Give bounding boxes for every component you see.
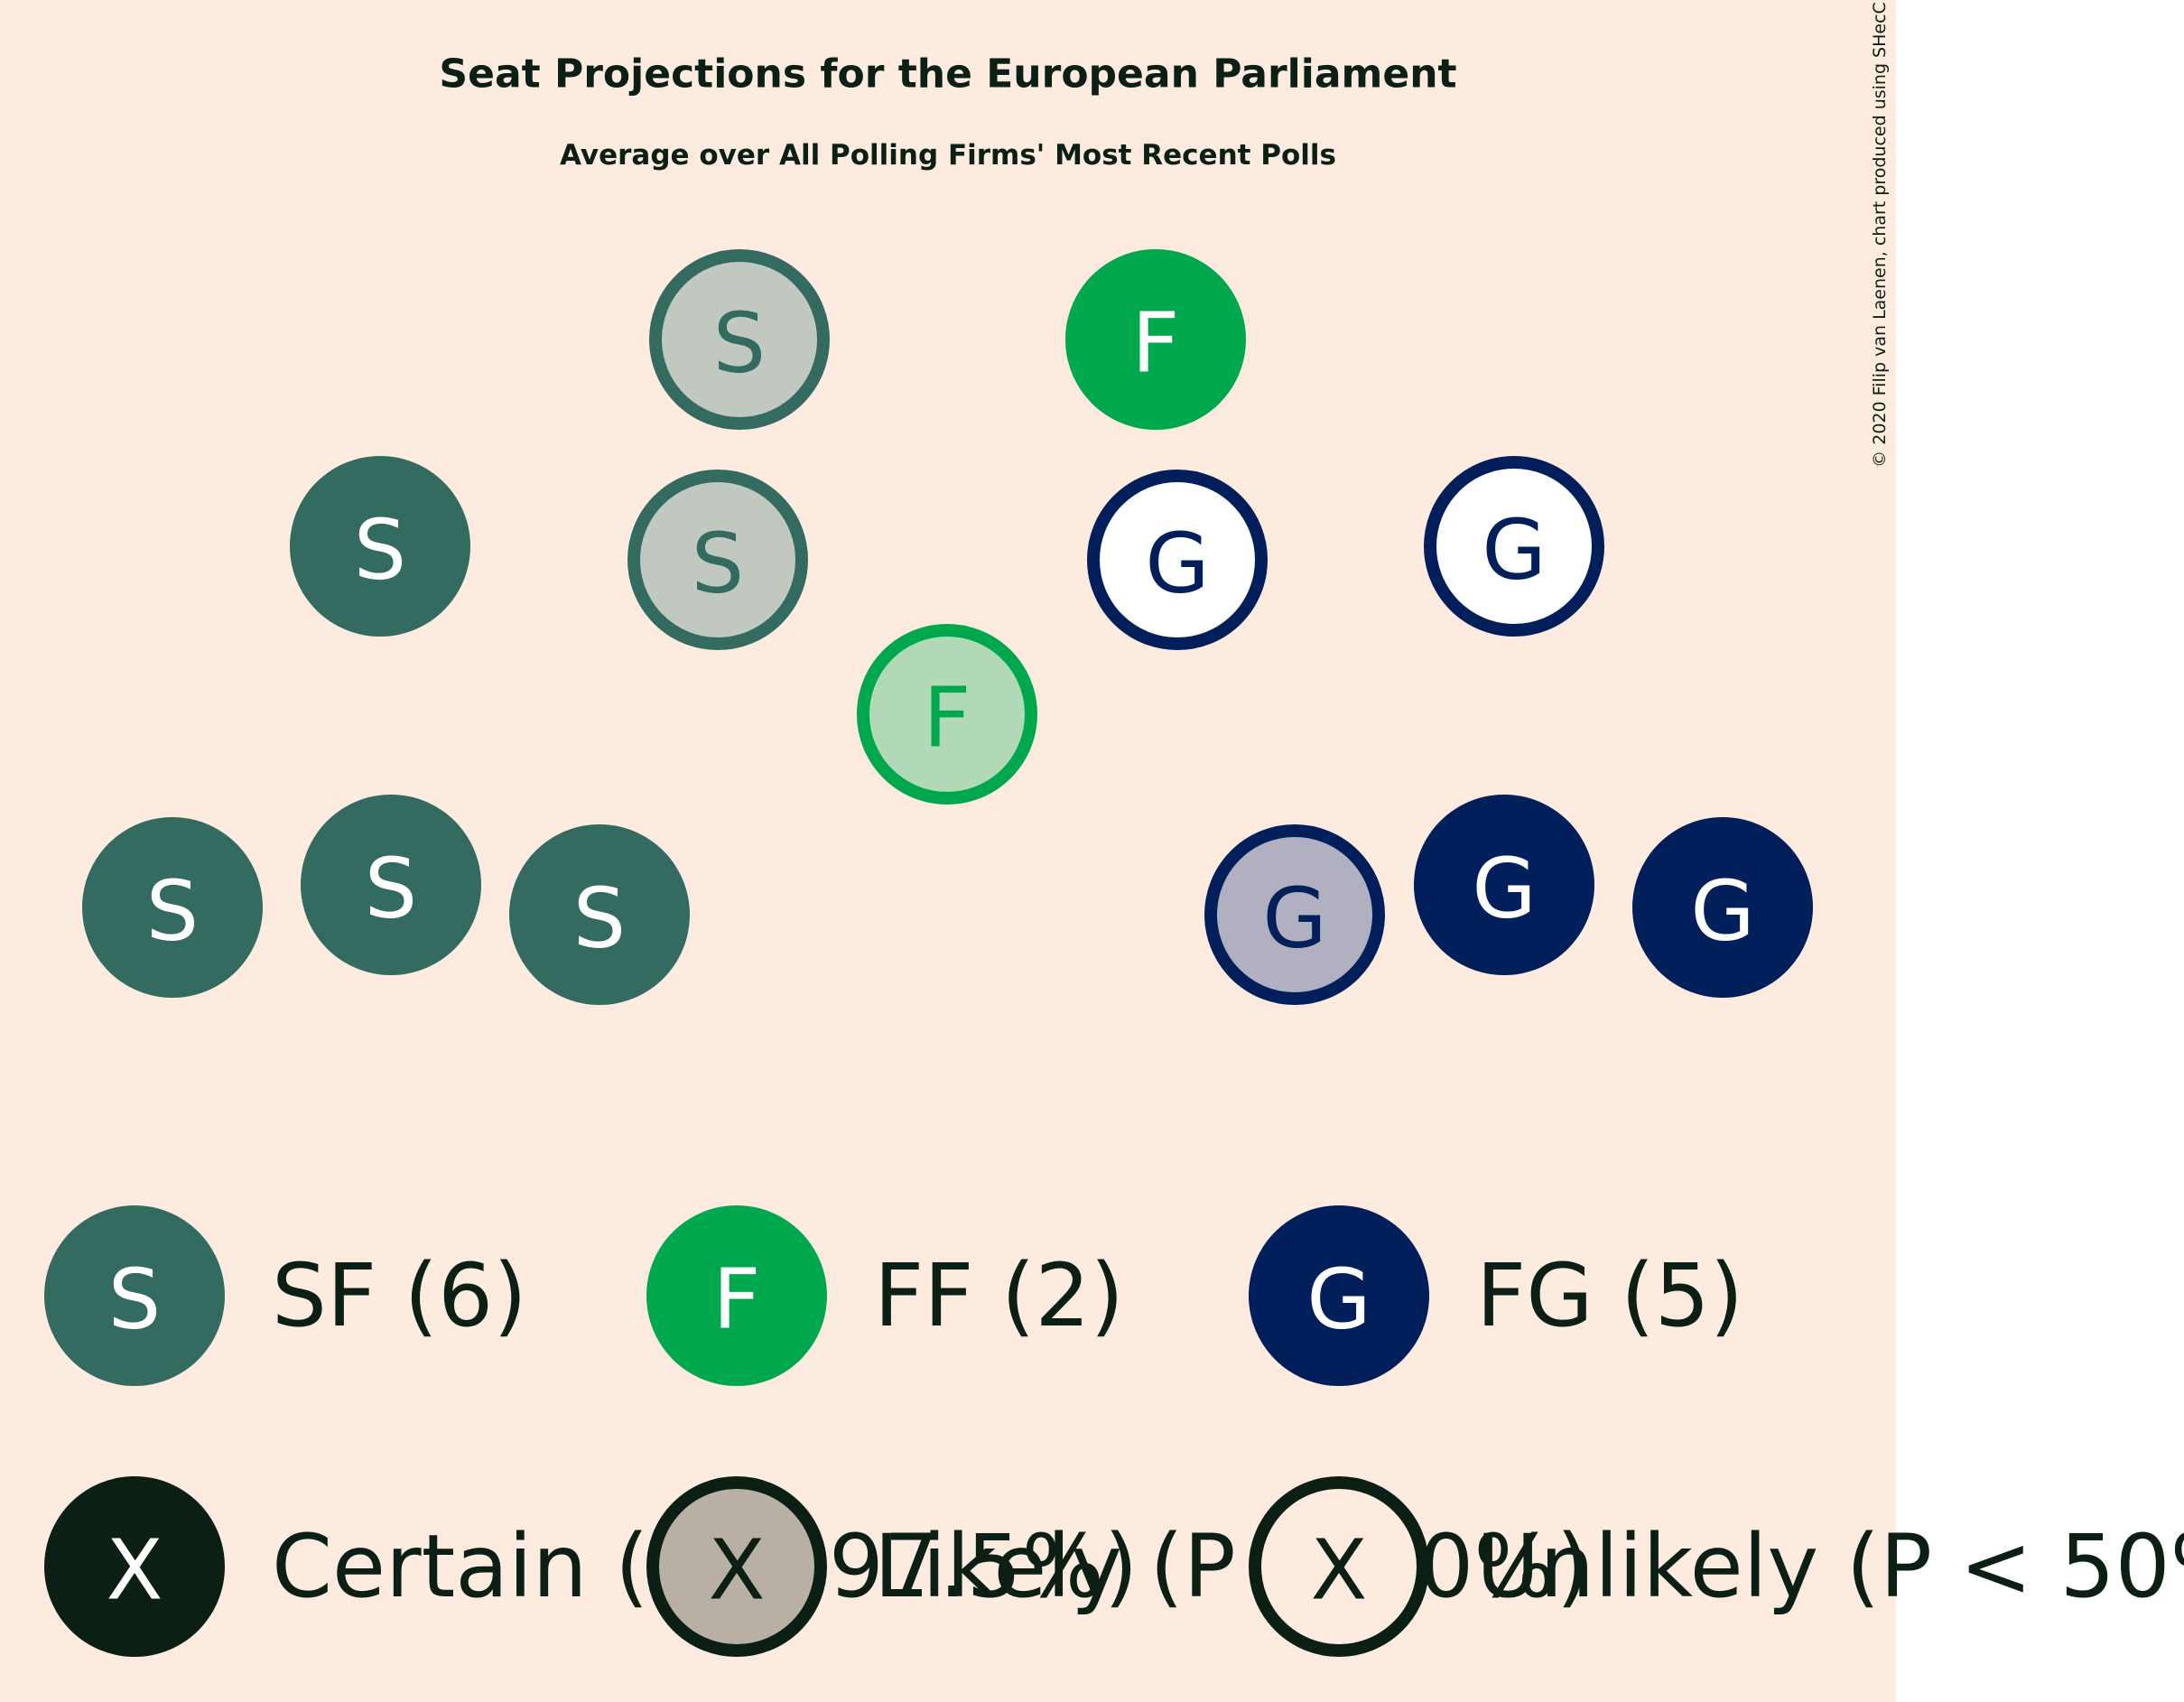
seat-sf-2: S [301,795,481,975]
seat-sf-6-circle [649,249,830,430]
legend-fg-swatch-label: G [1306,1251,1371,1348]
legend-certain-swatch: X [44,1476,225,1657]
legend-sf-swatch: S [44,1205,225,1386]
seat-ff-8-circle [1065,249,1246,430]
seat-sf-3-circle [509,824,690,1005]
legend-fg-swatch-circle [1249,1205,1429,1386]
legend-ff-swatch-circle [646,1205,827,1386]
seat-sf-2-label: S [365,841,417,937]
seat-ff-7-circle [857,624,1037,804]
legend-likely-label: Likely (P ≥ 50%) [874,1516,1590,1617]
credit-text: © 2020 Filip van Laenen, chart produced … [1870,2,1890,468]
seats-group: S S S S S S F F G G G G G [82,249,1813,1005]
seat-fg-9-label: G [1145,516,1209,612]
seat-sf-3-label: S [573,870,626,967]
legend-ff-label: FF (2) [874,1245,1124,1346]
seat-sf-4: S [290,456,470,637]
seat-fg-11: G [1204,824,1385,1005]
legend-certain-swatch-label: X [106,1522,163,1619]
chart-subtitle: Average over All Polling Firms' Most Rec… [560,139,1336,172]
legend-unlikely-label: Unlikely (P < 50%) [1476,1516,2184,1617]
legend-certain-swatch-circle [44,1476,225,1657]
seat-sf-5-circle [627,470,808,650]
legend-likely-swatch-label: X [708,1522,765,1619]
seat-fg-13-label: G [1690,863,1754,960]
seat-sf-5-label: S [692,516,744,612]
legend-sf-label: SF (6) [272,1245,527,1346]
legend-ff-swatch-label: F [713,1251,761,1348]
legend-likely-swatch-circle [646,1476,827,1657]
seat-fg-13: G [1632,817,1813,998]
legend-sf-swatch-circle [44,1205,225,1386]
chart-title: Seat Projections for the European Parlia… [439,51,1456,98]
seat-ff-7-label: F [924,670,971,767]
legend-sf-swatch-label: S [108,1251,161,1348]
seat-sf-1-label: S [146,863,199,960]
legend-unlikely-swatch-label: X [1310,1522,1367,1619]
seat-sf-1: S [82,817,263,998]
seat-fg-13-circle [1632,817,1813,998]
legend-unlikely-swatch-circle [1249,1476,1429,1657]
seat-fg-9-circle [1087,470,1268,650]
seat-sf-1-circle [82,817,263,998]
seat-fg-10-label: G [1482,502,1546,599]
seat-fg-11-label: G [1262,870,1326,967]
seat-fg-10-circle [1424,456,1604,637]
seat-fg-12-circle [1414,795,1594,975]
seat-sf-4-circle [290,456,470,637]
seat-fg-11-circle [1204,824,1385,1005]
legend-fg-swatch: G [1249,1205,1429,1386]
seat-fg-10: G [1424,456,1604,637]
seat-fg-12: G [1414,795,1594,975]
seat-sf-6-label: S [713,295,766,392]
seat-ff-8-label: F [1132,295,1180,392]
legend-unlikely-swatch: X [1249,1476,1429,1657]
seat-ff-8: F [1065,249,1246,430]
legend-fg-label: FG (5) [1476,1245,1743,1346]
seat-sf-2-circle [301,795,481,975]
seat-fg-12-label: G [1472,841,1536,937]
legend-likely-swatch: X [646,1476,827,1657]
seat-sf-6: S [649,249,830,430]
seat-fg-9: G [1087,470,1268,650]
legend-ff-swatch: F [646,1205,827,1386]
seat-sf-5: S [627,470,808,650]
seat-sf-3: S [509,824,690,1005]
seat-ff-7: F [857,624,1037,804]
seat-sf-4-label: S [354,502,406,599]
